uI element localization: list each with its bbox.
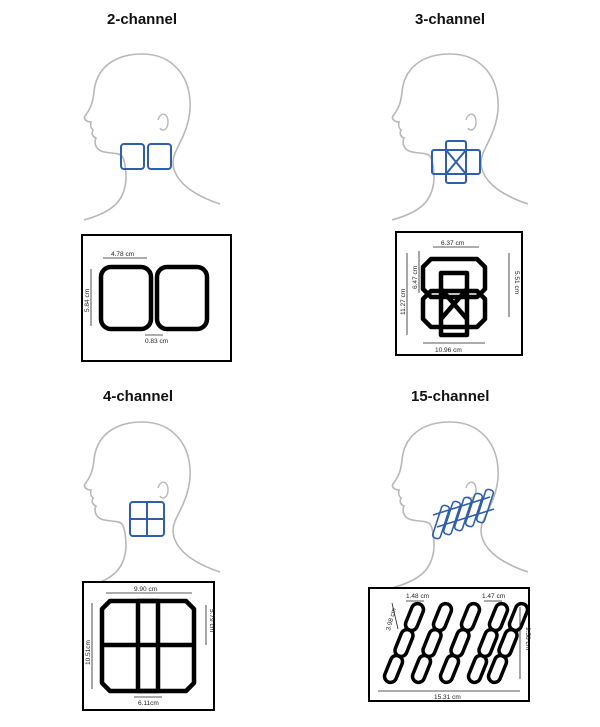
dim-width-2ch: 4.78 cm <box>111 251 134 258</box>
dim-height-2ch: 5.84 cm <box>84 289 91 312</box>
neck-coil-15ch <box>431 488 495 540</box>
dim-right-3ch: 5.51 cm <box>513 271 520 294</box>
coil-diagram-3ch: 6.37 cm 11.27 cm 6.47 cm 5.51 cm 10.96 c… <box>400 240 520 354</box>
dim-bottom-3ch: 10.96 cm <box>435 347 462 354</box>
panel-title-4-channel: 4-channel <box>103 388 174 405</box>
dim-left-outer-3ch: 11.27 cm <box>400 289 407 315</box>
dim-right-15ch: 9.58 cm <box>524 627 531 650</box>
dim-top-4ch: 9.90 cm <box>134 586 157 593</box>
dim-top-left-15ch: 1.48 cm <box>406 593 429 600</box>
coil-diagram-4ch: 9.90 cm 10.51cm 5.79 cm 6.11cm <box>85 586 215 707</box>
dim-gap-2ch: 0.83 cm <box>145 338 168 345</box>
dim-right-4ch: 5.79 cm <box>208 609 215 632</box>
dim-top-3ch: 6.37 cm <box>441 240 464 247</box>
dim-left-4ch: 10.51cm <box>85 640 92 665</box>
dim-top-right-15ch: 1.47 cm <box>482 593 505 600</box>
panel-title-2-channel: 2-channel <box>107 11 178 28</box>
neck-coil-4ch <box>129 501 165 537</box>
dim-left-inner-3ch: 6.47 cm <box>412 266 419 289</box>
coil-diagram-2ch: 4.78 cm 5.84 cm 0.83 cm <box>84 251 210 345</box>
neck-coil-2ch <box>120 143 172 170</box>
head-silhouette-2ch <box>83 53 221 221</box>
dim-bottom-15ch: 15.31 cm <box>434 694 461 701</box>
head-silhouette-4ch <box>83 421 221 589</box>
panel-title-3-channel: 3-channel <box>415 11 486 28</box>
head-silhouette-3ch <box>391 53 529 221</box>
neck-coil-3ch <box>431 140 481 184</box>
dim-bottom-4ch: 6.11cm <box>138 700 159 707</box>
coil-diagram-15ch: 1.48 cm 1.47 cm 3.98 cm 9.58 cm 15.31 cm <box>378 593 531 701</box>
panel-title-15-channel: 15-channel <box>411 388 490 405</box>
